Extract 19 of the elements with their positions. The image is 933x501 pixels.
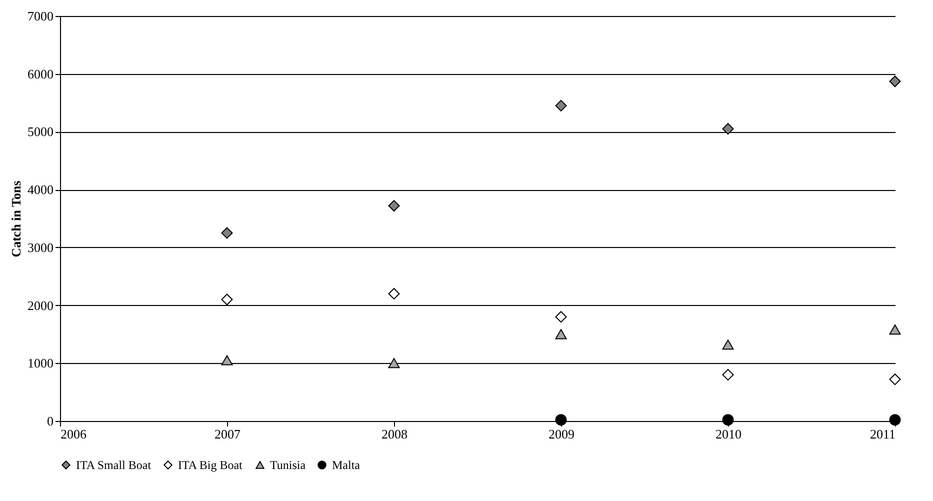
y-axis-title: Catch in Tons xyxy=(8,180,24,258)
x-tick-label: 2010 xyxy=(716,426,742,442)
legend-label: Tunisia xyxy=(270,458,306,472)
y-tick-label: 4000 xyxy=(28,182,54,198)
y-tick-label: 2000 xyxy=(28,298,54,313)
x-tick-label: 2011 xyxy=(870,426,896,442)
x-tick-label: 2008 xyxy=(382,426,408,442)
y-tick-label: 7000 xyxy=(28,8,54,24)
legend-label: ITA Small Boat xyxy=(76,458,152,472)
y-tick-label: 0 xyxy=(47,414,54,428)
x-tick-label: 2009 xyxy=(548,426,574,442)
x-tick-label: 2007 xyxy=(214,426,241,442)
y-tick-label: 6000 xyxy=(28,66,54,82)
y-tick-label: 1000 xyxy=(28,356,54,371)
y-tick-label: 5000 xyxy=(28,124,54,140)
legend-label: ITA Big Boat xyxy=(178,458,244,472)
legend-label: Malta xyxy=(332,458,361,472)
y-tick-label: 3000 xyxy=(28,240,54,255)
x-tick-label: 2006 xyxy=(60,426,87,442)
